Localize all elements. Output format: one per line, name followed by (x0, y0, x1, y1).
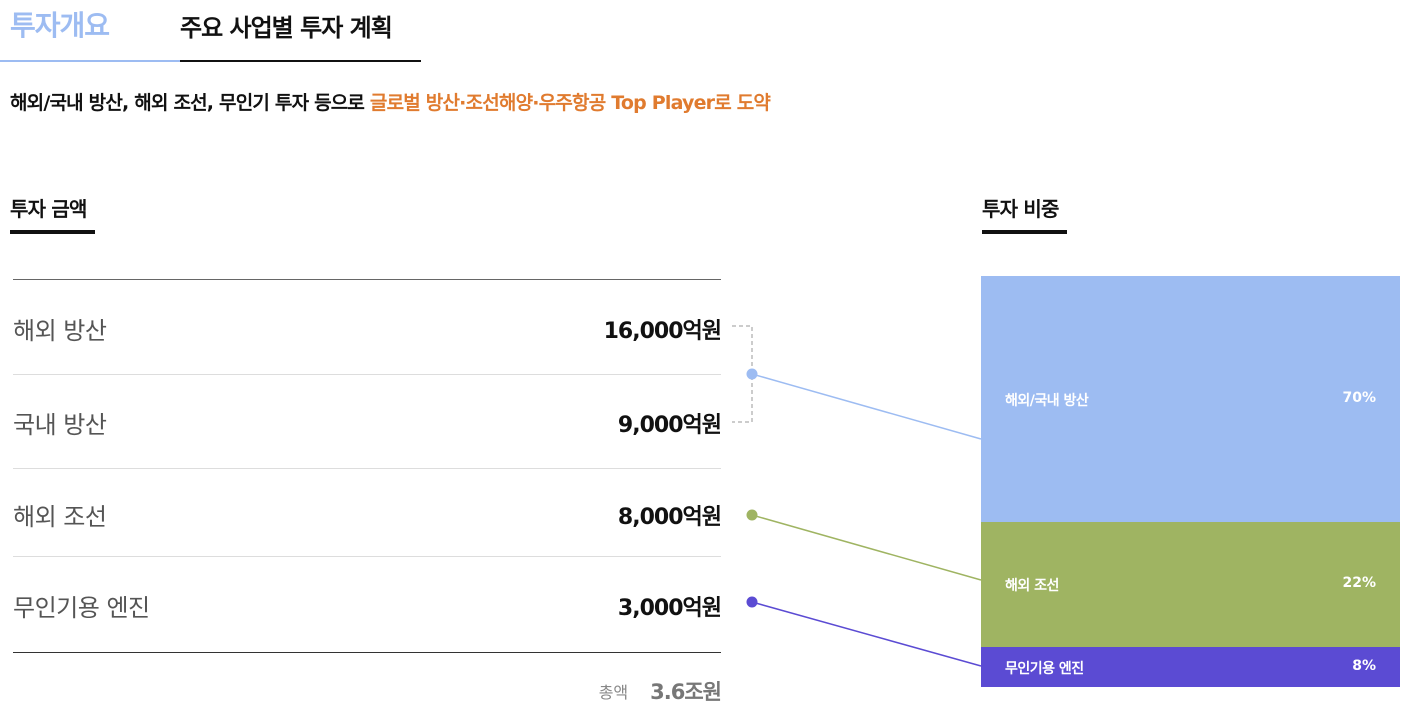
defense-bracket (732, 325, 753, 423)
row-label: 국내 방산 (13, 411, 107, 439)
segment-pct: 8% (1352, 658, 1376, 674)
segment-shipbuilding: 해외 조선 22% (981, 522, 1400, 647)
row-value: 3,000억원 (617, 596, 722, 621)
share-section-title: 투자 비중 (982, 197, 1059, 221)
total: 총액 3.6조원 (598, 676, 722, 706)
row-label: 해외 조선 (13, 503, 107, 531)
engine-connector-line (751, 601, 982, 667)
segment-label: 해외 조선 (1005, 578, 1059, 594)
segment-pct: 22% (1342, 575, 1376, 591)
amount-table: 해외 방산 16,000억원 국내 방산 9,000억원 해외 조선 8,000… (13, 279, 722, 653)
segment-defense: 해외/국내 방산 70% (981, 276, 1400, 522)
engine-connector-dot (746, 596, 758, 608)
total-value: 3.6조원 (650, 680, 722, 704)
segment-label: 해외/국내 방산 (1005, 393, 1089, 409)
share-stacked-bar: 해외/국내 방산 70% 해외 조선 22% 무인기용 엔진 8% (981, 276, 1400, 687)
tab-business-investment-plan[interactable]: 주요 사업별 투자 계획 (180, 0, 421, 63)
defense-connector-line (751, 373, 982, 440)
headline-text: 해외/국내 방산, 해외 조선, 무인기 투자 등으로 (10, 92, 370, 114)
tab-label: 투자개요 (10, 9, 110, 42)
tab-investment-overview[interactable]: 투자개요 (0, 0, 180, 63)
segment-pct: 70% (1342, 390, 1376, 406)
defense-connector-dot (746, 368, 758, 380)
table-row: 해외 방산 16,000억원 (13, 280, 722, 375)
row-value: 9,000억원 (617, 413, 722, 438)
share-section-underline (982, 230, 1067, 234)
segment-label: 무인기용 엔진 (1005, 661, 1084, 677)
row-label: 해외 방산 (13, 317, 107, 345)
tab-underline (0, 60, 180, 62)
segment-engine: 무인기용 엔진 8% (981, 647, 1400, 687)
row-label: 무인기용 엔진 (13, 594, 150, 622)
tab-underline-active (180, 60, 421, 62)
amount-section-title: 투자 금액 (10, 197, 87, 221)
row-value: 8,000억원 (617, 505, 722, 530)
total-label: 총액 (598, 683, 629, 702)
headline-accent-text: 글로벌 방산·조선해양·우주항공 Top Player로 도약 (369, 92, 771, 114)
table-row: 해외 조선 8,000억원 (13, 469, 722, 557)
table-row: 무인기용 엔진 3,000억원 (13, 557, 722, 652)
tab-bar: 투자개요 주요 사업별 투자 계획 (0, 0, 421, 63)
table-row: 국내 방산 9,000억원 (13, 375, 722, 469)
row-value: 16,000억원 (603, 319, 722, 344)
tab-label: 주요 사업별 투자 계획 (180, 14, 393, 42)
headline: 해외/국내 방산, 해외 조선, 무인기 투자 등으로 글로벌 방산·조선해양·… (10, 88, 771, 115)
amount-section-underline (10, 230, 95, 234)
shipbuilding-connector-line (751, 514, 982, 581)
shipbuilding-connector-dot (746, 509, 758, 521)
